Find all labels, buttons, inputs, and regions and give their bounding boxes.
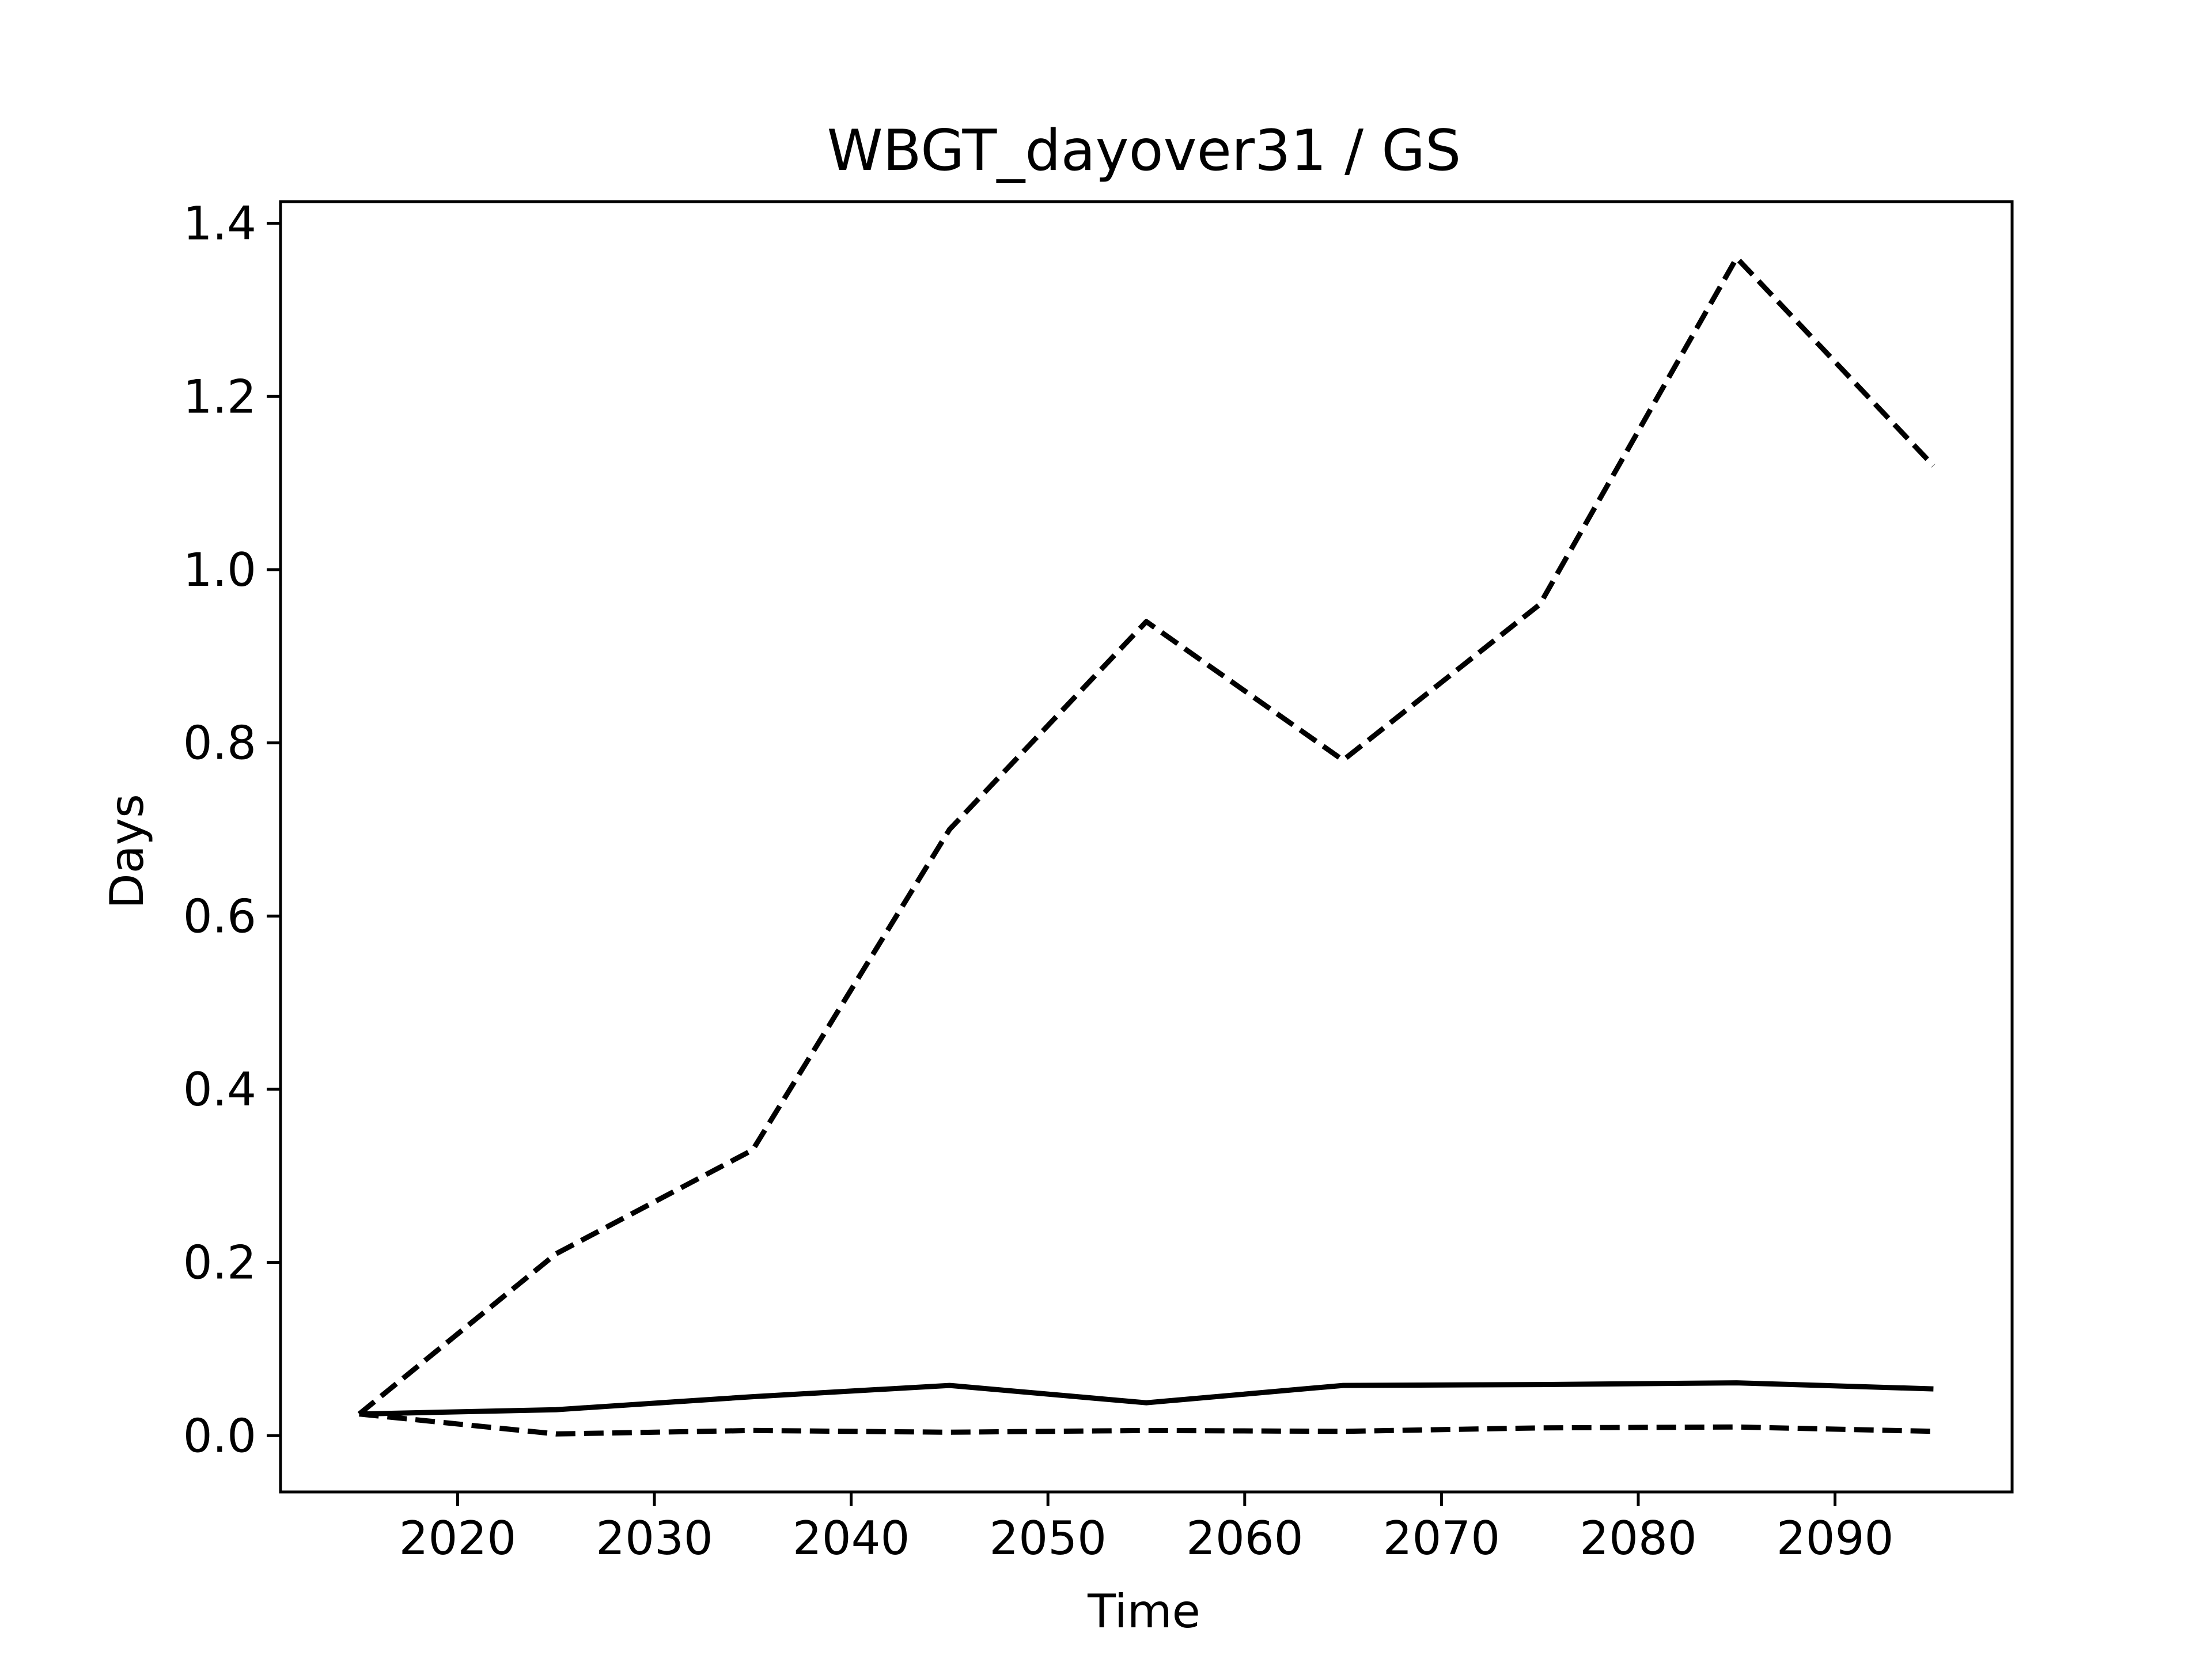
plot-area xyxy=(279,200,2014,1494)
x-axis: 2020 2030 2040 2050 2060 2070 2080 2090 xyxy=(399,1492,1894,1565)
y-tick-label: 1.0 xyxy=(183,543,256,597)
y-tick-label: 0.2 xyxy=(183,1236,256,1290)
series-line-3 xyxy=(359,1411,1934,1437)
chart-title: WBGT_dayover31 / GS xyxy=(827,118,1461,184)
series-line-1 xyxy=(357,255,1936,1416)
x-tick-label: 2050 xyxy=(989,1512,1107,1565)
y-tick-label: 0.8 xyxy=(183,717,256,770)
x-tick-label: 2060 xyxy=(1186,1512,1304,1565)
x-tick-label: 2040 xyxy=(793,1512,910,1565)
x-tick-label: 2020 xyxy=(399,1512,517,1565)
y-tick-label: 1.2 xyxy=(183,370,256,423)
x-tick-label: 2090 xyxy=(1777,1512,1894,1565)
y-tick-label: 0.0 xyxy=(183,1409,256,1463)
x-tick-label: 2030 xyxy=(596,1512,713,1565)
y-axis: 0.0 0.2 0.4 0.6 0.8 1.0 1.2 1.4 xyxy=(183,197,281,1463)
series-group xyxy=(357,255,1936,1437)
x-axis-label: Time xyxy=(1087,1585,1200,1638)
y-tick-label: 0.4 xyxy=(183,1063,256,1116)
x-tick-label: 2070 xyxy=(1383,1512,1501,1565)
y-tick-label: 1.4 xyxy=(183,197,256,251)
x-tick-label: 2080 xyxy=(1580,1512,1697,1565)
y-tick-label: 0.6 xyxy=(183,889,256,943)
series-line-2 xyxy=(359,1380,1934,1417)
plot-frame xyxy=(279,200,2014,1494)
y-axis-label: Days xyxy=(100,794,154,909)
